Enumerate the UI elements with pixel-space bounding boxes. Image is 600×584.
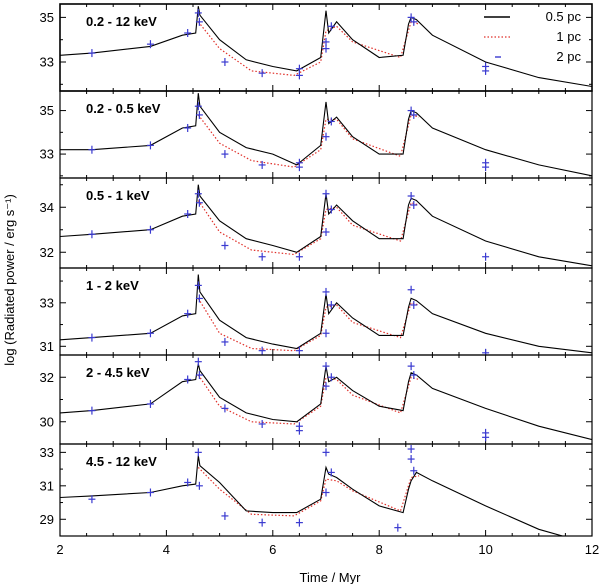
y-tick-label: 31: [40, 339, 54, 354]
x-tick-label: 10: [478, 542, 492, 557]
y-axis-label: log (Radiated power / erg s⁻¹): [2, 194, 17, 366]
legend: 0.5 pc 1 pc 2 pc: [484, 9, 581, 64]
panel-series: [60, 274, 592, 355]
panel-series: [60, 6, 592, 88]
y-tick-label: 33: [40, 445, 54, 460]
panel-label: 0.2 - 0.5 keV: [86, 101, 161, 116]
panel-label: 2 - 4.5 keV: [86, 365, 150, 380]
y-tick-label: 34: [40, 200, 54, 215]
legend-entry-label: 1 pc: [556, 29, 581, 44]
series-1pc-line: [197, 114, 420, 168]
series-1pc-line: [197, 200, 420, 256]
panel-label: 0.5 - 1 keV: [86, 188, 150, 203]
y-tick-label: 33: [40, 147, 54, 162]
y-tick-label: 30: [40, 414, 54, 429]
y-tick-label: 29: [40, 512, 54, 527]
panel-2: 33 35 0.2 - 0.5 keV: [40, 90, 593, 179]
series-05pc-line: [60, 93, 592, 177]
x-tick-label: 2: [56, 542, 63, 557]
panel-series: [60, 184, 592, 267]
series-05pc-line: [60, 274, 592, 354]
legend-entry-label: 0.5 pc: [546, 9, 582, 24]
series-05pc-line: [60, 455, 565, 536]
series-1pc-line: [197, 298, 420, 352]
legend-entry-label: 2 pc: [556, 49, 581, 64]
x-tick-label: 4: [163, 542, 170, 557]
x-tick-label: 8: [376, 542, 383, 557]
panel-5: 30 32 2 - 4.5 keV: [40, 354, 593, 445]
y-tick-label: 35: [40, 103, 54, 118]
panel-frame: [59, 267, 593, 356]
panel-3: 32 34 0.5 - 1 keV: [40, 177, 593, 269]
series-1pc-line: [197, 21, 420, 77]
x-tick-label: 6: [269, 542, 276, 557]
x-tick-label: 12: [585, 542, 599, 557]
y-tick-label: 33: [40, 55, 54, 70]
series-1pc-line: [197, 374, 420, 425]
panel-series: [60, 93, 592, 177]
panel-label: 0.2 - 12 keV: [86, 14, 157, 29]
panel-label: 1 - 2 keV: [86, 278, 139, 293]
x-axis-label: Time / Myr: [300, 570, 362, 584]
series-1pc-line: [197, 466, 420, 517]
panel-6: 29 31 33 4.5 - 12 keV: [40, 443, 593, 537]
panel-series: [60, 445, 565, 536]
series-05pc-line: [60, 6, 592, 88]
y-tick-label: 33: [40, 295, 54, 310]
y-tick-label: 32: [40, 370, 54, 385]
y-tick-label: 31: [40, 478, 54, 493]
panel-label: 4.5 - 12 keV: [86, 454, 157, 469]
y-tick-label: 32: [40, 245, 54, 260]
panel-4: 31 33 1 - 2 keV: [40, 267, 593, 356]
y-tick-label: 35: [40, 10, 54, 25]
panel-series: [60, 357, 592, 442]
